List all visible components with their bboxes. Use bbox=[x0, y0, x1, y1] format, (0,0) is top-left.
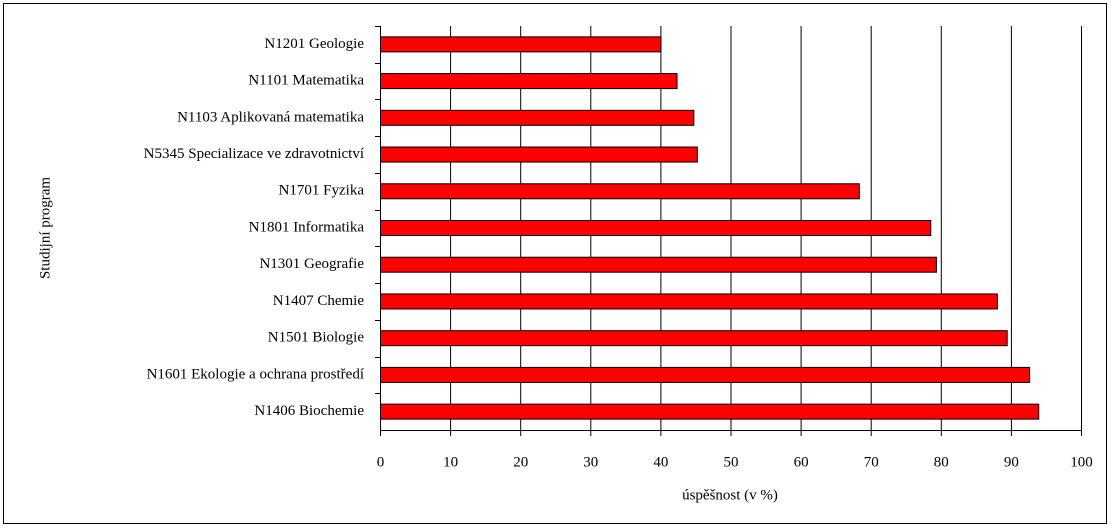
bar bbox=[380, 330, 1008, 347]
y-tick-label: N1406 Biochemie bbox=[254, 403, 364, 419]
y-axis-label: Studijní program bbox=[37, 177, 53, 279]
x-tick-label: 30 bbox=[583, 454, 598, 470]
bar bbox=[380, 366, 1031, 383]
x-tick-label: 70 bbox=[864, 454, 879, 470]
bar bbox=[380, 146, 698, 163]
bar bbox=[380, 220, 932, 236]
y-tick-label: N1501 Biologie bbox=[268, 330, 365, 346]
y-tick-label: N5345 Specializace ve zdravotnictví bbox=[144, 146, 364, 162]
x-tick-label: 90 bbox=[1004, 454, 1019, 470]
bar bbox=[380, 183, 860, 200]
bar bbox=[380, 36, 662, 53]
bar bbox=[380, 109, 695, 126]
x-tick-label: 40 bbox=[653, 454, 668, 470]
x-tick-label: 0 bbox=[377, 454, 385, 470]
bar bbox=[380, 293, 998, 310]
y-tick-label: N1801 Informatika bbox=[249, 219, 365, 235]
x-tick-label: 50 bbox=[724, 454, 739, 470]
x-tick-label: 60 bbox=[794, 454, 809, 470]
x-tick-label: 20 bbox=[513, 454, 528, 470]
bar bbox=[380, 73, 678, 90]
y-tick-label: N1101 Matematika bbox=[248, 73, 364, 89]
y-tick-label: N1701 Fyzika bbox=[279, 183, 365, 199]
frame bbox=[3, 3, 1107, 524]
y-tick-label: N1301 Geografie bbox=[259, 256, 364, 272]
x-tick-label: 80 bbox=[934, 454, 949, 470]
bar bbox=[380, 256, 937, 273]
y-tick-label: N1103 Aplikovaná matematika bbox=[177, 109, 364, 125]
y-tick-label: N1407 Chemie bbox=[273, 293, 365, 309]
y-tick-label: N1201 Geologie bbox=[264, 36, 364, 52]
x-axis-label: úspěšnost (v %) bbox=[682, 487, 778, 503]
x-tick-label: 10 bbox=[443, 454, 458, 470]
x-tick-label: 100 bbox=[1070, 454, 1093, 470]
bar bbox=[380, 403, 1040, 420]
y-tick-label: N1601 Ekologie a ochrana prostředí bbox=[147, 366, 364, 382]
